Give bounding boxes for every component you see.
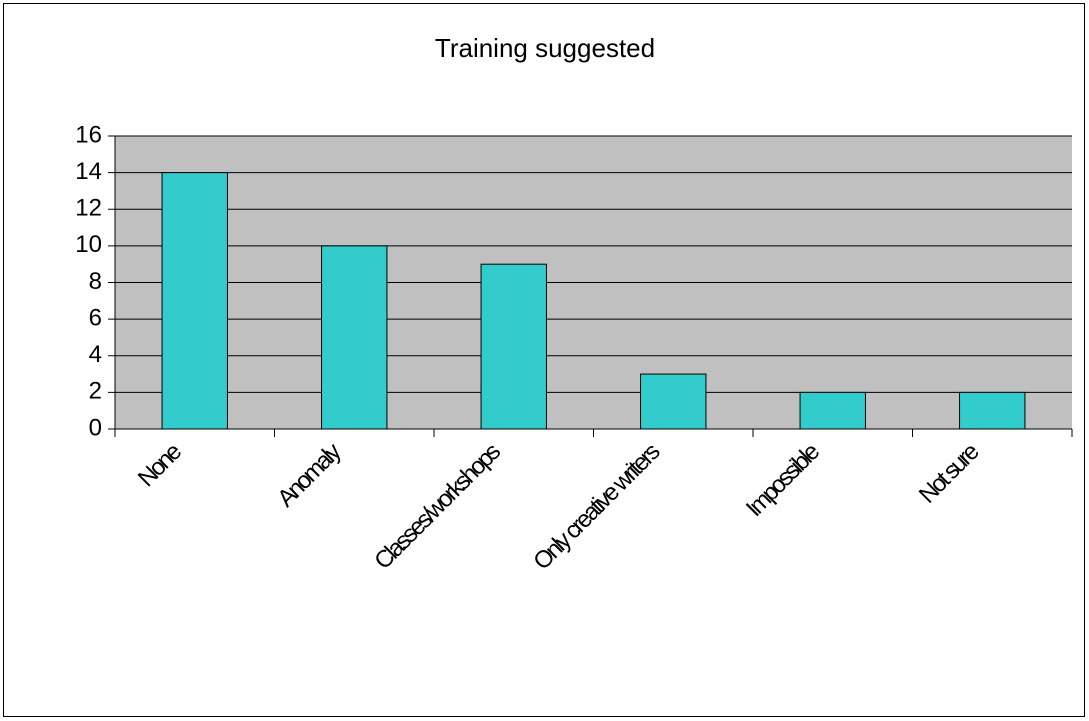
y-tick-label: 2 bbox=[89, 378, 102, 405]
y-tick-label: 8 bbox=[89, 268, 102, 295]
y-tick-label: 4 bbox=[89, 341, 102, 368]
bar bbox=[959, 391, 1026, 430]
y-tick-label: 10 bbox=[75, 231, 102, 258]
y-tick-label: 6 bbox=[89, 304, 102, 331]
bar bbox=[799, 391, 866, 430]
y-tick-label: 0 bbox=[89, 414, 102, 441]
bar bbox=[480, 263, 547, 430]
bar bbox=[321, 245, 388, 430]
y-tick-label: 16 bbox=[75, 121, 102, 148]
y-tick-label: 12 bbox=[75, 195, 102, 222]
chart-title: Training suggested bbox=[435, 33, 655, 63]
bar bbox=[640, 373, 707, 430]
y-tick-label: 14 bbox=[75, 158, 102, 185]
bar bbox=[161, 172, 228, 430]
